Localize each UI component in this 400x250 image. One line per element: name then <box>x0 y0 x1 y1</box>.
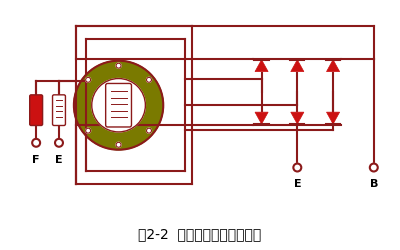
FancyBboxPatch shape <box>52 95 66 126</box>
Circle shape <box>116 63 121 68</box>
Circle shape <box>146 77 152 82</box>
Circle shape <box>370 164 378 172</box>
Text: 图2-2  交流发电机工作原理图: 图2-2 交流发电机工作原理图 <box>138 227 262 241</box>
FancyBboxPatch shape <box>30 95 43 126</box>
Polygon shape <box>291 112 304 124</box>
Circle shape <box>116 142 121 147</box>
Polygon shape <box>255 60 268 72</box>
Circle shape <box>146 128 152 133</box>
Circle shape <box>74 61 163 150</box>
Circle shape <box>86 77 91 82</box>
Circle shape <box>86 128 91 133</box>
Text: E: E <box>55 155 63 165</box>
Polygon shape <box>291 60 304 72</box>
Text: F: F <box>32 155 40 165</box>
Circle shape <box>55 139 63 147</box>
Circle shape <box>293 164 301 172</box>
Circle shape <box>32 139 40 147</box>
FancyBboxPatch shape <box>106 84 132 127</box>
Text: E: E <box>294 180 301 190</box>
Text: B: B <box>370 180 378 190</box>
Polygon shape <box>326 60 340 72</box>
Polygon shape <box>255 112 268 124</box>
Circle shape <box>92 78 145 132</box>
Polygon shape <box>326 112 340 124</box>
